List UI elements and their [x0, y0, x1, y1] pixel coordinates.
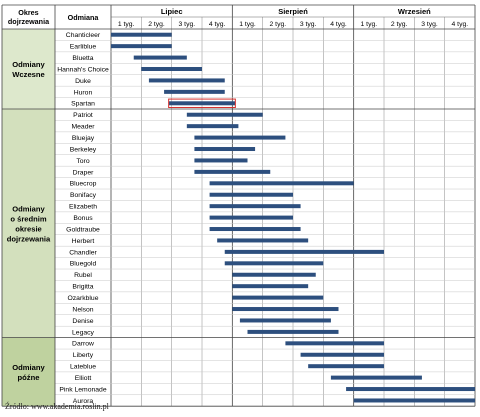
variety-label: Ozarkblue — [68, 295, 99, 302]
variety-label: Liberty — [73, 352, 94, 359]
header-variety: Odmiana — [68, 13, 100, 22]
variety-label: Rubel — [74, 272, 92, 279]
ripening-bar — [194, 169, 271, 174]
variety-label: Draper — [73, 169, 95, 176]
ripening-bar — [186, 112, 263, 117]
group-label: okresie — [15, 224, 42, 233]
ripening-bar — [164, 89, 225, 94]
variety-label: Meader — [71, 124, 95, 131]
variety-label: Bonus — [73, 215, 93, 222]
ripening-bar — [186, 124, 239, 129]
ripening-bar — [224, 261, 324, 266]
week-label: 1 tyg. — [239, 21, 256, 28]
variety-label: Elizabeth — [69, 204, 97, 211]
variety-label: Chandler — [69, 249, 97, 256]
ripening-bar — [111, 32, 172, 37]
week-label: 3 tyg. — [421, 21, 438, 28]
variety-label: Pink Lemonade — [59, 386, 106, 393]
group-cell-1 — [2, 109, 55, 338]
variety-label: Bluetta — [72, 55, 93, 62]
ripening-bar — [232, 284, 309, 289]
highlight-box — [168, 98, 236, 109]
ripening-bar — [148, 78, 225, 83]
group-cell-0 — [2, 29, 55, 110]
ripening-bar — [232, 272, 316, 277]
variety-label: Darrow — [72, 341, 94, 348]
group-label: dojrzewania — [7, 234, 51, 243]
variety-label: Elliott — [75, 375, 92, 382]
variety-label: Earliblue — [70, 44, 97, 51]
variety-label: Duke — [75, 78, 91, 85]
ripening-bar — [217, 238, 309, 243]
ripening-bar — [300, 352, 384, 357]
month-label: Lipiec — [161, 7, 183, 16]
ripening-bar — [133, 55, 187, 60]
ripening-bar — [247, 329, 339, 334]
ripening-bar — [346, 387, 475, 392]
week-label: 2 tyg. — [391, 21, 408, 28]
variety-label: Bluecrop — [70, 181, 97, 188]
group-label: o średnim — [10, 214, 47, 223]
week-label: 2 tyg. — [270, 21, 287, 28]
variety-label: Nelson — [72, 306, 93, 313]
header-group-line2: dojrzewania — [8, 17, 50, 26]
variety-label: Goldtraube — [66, 226, 100, 233]
group-label: Odmiany — [12, 60, 45, 69]
ripening-bar — [141, 67, 202, 72]
ripening-bar — [209, 181, 354, 186]
ripening-bar — [308, 364, 384, 369]
ripening-bar — [239, 318, 331, 323]
month-label: Wrzesień — [398, 7, 431, 16]
ripening-bar — [232, 307, 339, 312]
variety-label: Bluejay — [72, 135, 95, 142]
variety-label: Berkeley — [70, 146, 97, 153]
ripening-bar — [168, 101, 236, 106]
variety-label: Brigitta — [72, 284, 93, 291]
group-label: Wczesne — [12, 70, 45, 79]
month-label: Sierpień — [278, 7, 308, 16]
variety-label: Patriot — [73, 112, 93, 119]
week-label: 2 tyg. — [148, 21, 165, 28]
ripening-bar — [285, 341, 384, 346]
variety-label: Spartan — [71, 101, 95, 108]
variety-label: Toro — [76, 158, 89, 165]
variety-label: Huron — [74, 89, 93, 96]
variety-label: Denise — [72, 318, 93, 325]
group-cell-2 — [2, 337, 55, 407]
variety-label: Hannah's Choice — [57, 66, 109, 73]
variety-label: Bluegold — [70, 261, 97, 268]
week-label: 4 tyg. — [209, 21, 226, 28]
variety-label: Aurora — [73, 398, 94, 405]
ripening-bar — [353, 398, 475, 403]
ripening-bar — [232, 295, 324, 300]
ripening-bar — [209, 204, 301, 209]
week-label: 1 tyg. — [118, 21, 135, 28]
chart-source: Źródło: www.akademia.roslin.pl — [5, 402, 109, 411]
variety-label: Legacy — [72, 329, 95, 336]
week-label: 3 tyg. — [300, 21, 317, 28]
week-label: 1 tyg. — [361, 21, 378, 28]
ripening-bar — [194, 147, 256, 152]
week-label: 3 tyg. — [179, 21, 196, 28]
ripening-bar — [194, 135, 286, 140]
variety-label: Bonifacy — [70, 192, 97, 199]
week-label: 4 tyg. — [330, 21, 347, 28]
ripening-bar — [209, 215, 293, 220]
variety-label: Lateblue — [70, 364, 96, 371]
group-label: Odmiany — [12, 363, 45, 372]
variety-label: Herbert — [72, 238, 95, 245]
header-group-line1: Okres — [18, 8, 38, 17]
ripening-bar — [194, 158, 248, 163]
ripening-bar — [224, 249, 384, 254]
group-label: Odmiany — [12, 204, 45, 213]
ripening-bar — [209, 192, 293, 197]
group-label: późne — [18, 373, 40, 382]
ripening-bar — [330, 375, 422, 380]
ripening-bar — [111, 44, 172, 49]
ripening-bar — [209, 227, 301, 232]
variety-label: Chanticleer — [66, 32, 101, 39]
week-label: 4 tyg. — [452, 21, 469, 28]
